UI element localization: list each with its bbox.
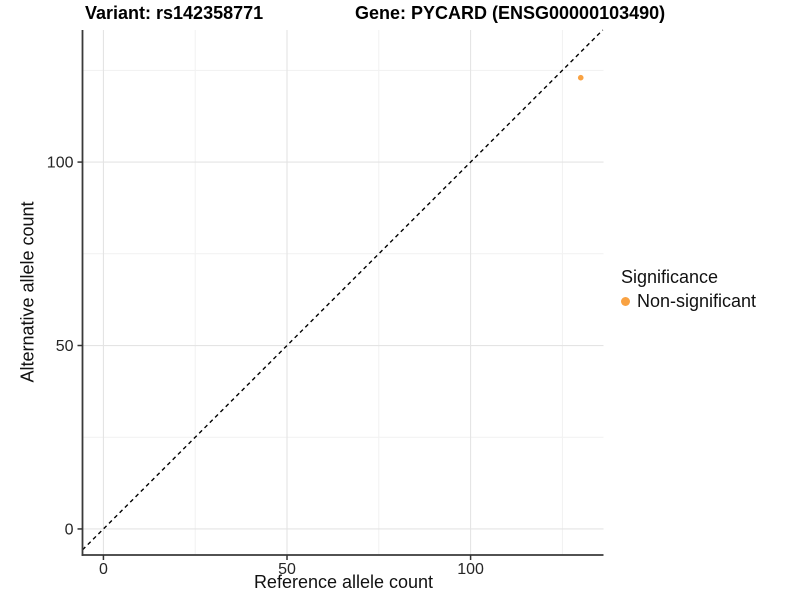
legend: Significance Non-significant: [621, 266, 756, 312]
plot-title-gene: Gene: PYCARD (ENSG00000103490): [355, 3, 666, 23]
y-tick-label: 50: [56, 338, 74, 355]
identity-dashed-line: [82, 29, 604, 551]
x-tick-label: 50: [278, 561, 296, 578]
legend-item: Non-significant: [621, 290, 756, 312]
y-tick-label: 100: [47, 155, 74, 172]
legend-point-swatch: [621, 296, 630, 306]
data-point: [577, 74, 584, 81]
legend-item-label: Non-significant: [637, 291, 757, 311]
y-axis-title: Alternative allele count: [17, 201, 38, 383]
legend-title: Significance: [621, 267, 719, 287]
x-tick-label: 0: [99, 561, 108, 578]
x-tick-label: 100: [457, 561, 484, 578]
y-tick-label: 0: [65, 521, 74, 538]
x-axis-title: Reference allele count: [253, 572, 434, 592]
plot-title-variant: Variant: rs142358771: [85, 3, 264, 23]
